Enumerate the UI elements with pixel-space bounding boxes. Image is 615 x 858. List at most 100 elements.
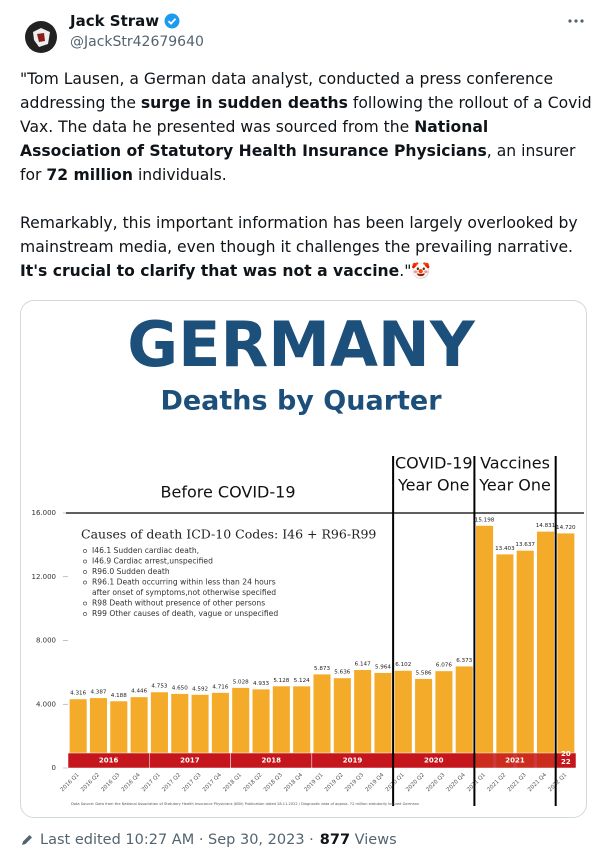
year-label: 2021 [505,757,525,765]
value-label: 4.188 [111,693,127,699]
x-tick-group: 2021 Q4 [527,772,548,793]
value-label: 5.586 [416,670,432,676]
more-menu[interactable] [566,16,586,26]
year-label: 2020 [424,757,444,765]
bar [252,689,270,768]
paragraph: "Tom Lausen, a German data analyst, cond… [20,67,592,187]
x-tick-group: 2018 Q4 [283,772,304,793]
x-tick-label: 2018 Q4 [283,772,304,793]
value-label: 13.403 [495,546,515,552]
legend-item: R96.0 Sudden death [92,567,170,576]
value-label: 5.128 [273,678,289,684]
x-tick-group: 2017 Q3 [182,772,203,793]
bold-text: It's crucial to clarify that was not a v… [20,262,400,280]
bar [191,694,209,768]
value-label: 14.720 [556,525,576,531]
x-tick-group: 2017 Q1 [141,772,162,793]
avatar[interactable] [24,20,58,54]
x-tick-group: 2018 Q2 [243,772,264,793]
chart-title: GERMANY [127,308,476,381]
x-tick-group: 2019 Q1 [304,772,325,793]
x-tick-label: 2016 Q4 [121,772,142,793]
bold-text: 72 million [46,166,133,184]
value-label: 6.147 [355,662,371,668]
value-label: 5.636 [334,670,350,676]
value-label: 4.716 [212,684,228,690]
y-tick-label: 8.000 [36,637,56,645]
value-label: 4.387 [90,690,106,696]
bar [333,678,351,768]
bar [557,533,575,768]
x-tick-group: 2016 Q3 [100,772,121,793]
author-name[interactable]: Jack Straw [70,12,180,30]
x-tick-group: 2019 Q3 [344,772,365,793]
bar [171,693,189,768]
legend-bullet [83,559,87,564]
bar [69,699,87,768]
legend-bullet [83,549,87,553]
x-tick-group: 2022 Q1 [547,772,568,793]
bold-text: National Association of Statutory Health… [20,118,489,160]
value-label: 5.964 [375,664,391,670]
legend-item: I46.1 Sudden cardiac death, [92,546,199,555]
legend-item: I46.9 Cardiac arrest,unspecified [92,557,213,566]
value-label: 4.316 [70,691,86,697]
author-handle[interactable]: @JackStr42679640 [70,34,204,50]
x-tick-label: 2018 Q3 [263,772,284,793]
legend-item: after onset of symptoms,not otherwise sp… [92,588,276,597]
x-tick-group: 2019 Q2 [324,772,345,793]
x-tick-label: 2018 Q2 [243,772,264,793]
value-label: 4.650 [172,685,188,691]
verified-badge [164,13,180,29]
x-tick-label: 2017 Q3 [182,772,203,793]
section-label: Before COVID-19 [161,483,296,502]
x-tick-group: 2019 Q4 [365,772,386,793]
x-tick-label: 2017 Q4 [202,772,223,793]
year-label: 2019 [343,757,363,765]
bar [272,686,290,768]
source-note: Data Source: Data from the National Asso… [71,802,419,806]
x-tick-label: 2020 Q1 [385,772,406,793]
views: 877 Views [320,832,397,848]
x-tick-label: 2020 Q3 [425,772,446,793]
views-label: Views [354,832,397,848]
x-tick-label: 2022 Q1 [547,772,568,793]
year-label: 2017 [180,757,200,765]
y-tick-label: 16.000 [32,509,57,517]
tweet-image[interactable]: GERMANY Deaths by Quarter 16.000 12.000 8.… [20,300,587,818]
legend-bullet [83,570,87,574]
edited-time[interactable]: Last edited 10:27 AM · Sep 30, 2023 · [40,832,314,848]
x-tick-group: 2020 Q4 [446,772,467,793]
text: Remarkably, this important information h… [20,214,578,256]
x-tick-group: 2021 Q3 [507,772,528,793]
x-tick-label: 2021 Q2 [486,772,507,793]
x-tick-label: 2020 Q2 [405,772,426,793]
x-tick-group: 2017 Q2 [161,772,182,793]
x-tick-label: 2019 Q2 [324,772,345,793]
chart: GERMANY Deaths by Quarter 16.000 12.000 8.… [32,308,584,806]
tweet-text: "Tom Lausen, a German data analyst, cond… [20,67,592,307]
section-label: Year One [397,476,470,495]
value-label: 6.102 [395,662,411,668]
bold-text: surge in sudden deaths [140,94,348,112]
value-label: 14.831 [536,523,556,529]
x-tick-label: 2017 Q1 [141,772,162,793]
value-label: 4.592 [192,686,208,692]
bar [130,697,148,768]
bar [455,666,473,768]
chart-subtitle: Deaths by Quarter [160,386,442,417]
section-label: Year One [478,476,551,495]
value-label: 6.373 [456,658,472,664]
x-tick-label: 2019 Q3 [344,772,365,793]
bar [150,692,168,768]
views-count: 877 [319,832,351,848]
x-tick-group: 2021 Q1 [466,772,487,793]
bar [232,687,250,768]
value-label: 5.028 [233,679,249,685]
x-tick-group: 2016 Q4 [121,772,142,793]
legend-title: Causes of death ICD-10 Codes: I46 + R96-… [81,527,376,542]
legend-item: R98 Death without presence of other pers… [92,599,265,608]
year-label: 2016 [99,757,119,765]
edit-icon [22,835,32,845]
